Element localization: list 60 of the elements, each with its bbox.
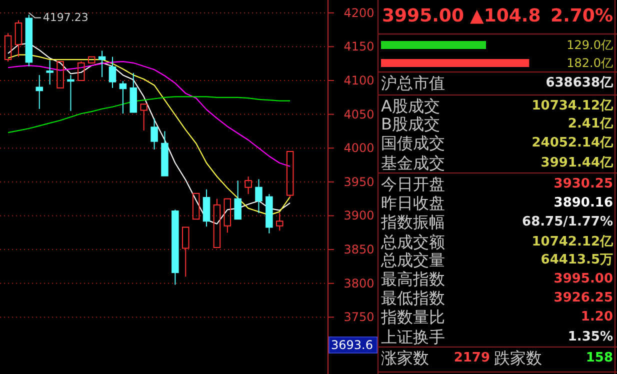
text: A股成交 xyxy=(381,96,440,116)
candlestick xyxy=(46,60,54,86)
text: 沪总市值 xyxy=(381,74,445,92)
text: 2179 xyxy=(454,350,490,366)
text: 1.20 xyxy=(580,310,613,324)
y-tick-label: 3750 xyxy=(344,310,374,324)
text: 68.75/1.77% xyxy=(522,214,613,230)
annotation: 4197.23 xyxy=(42,11,88,24)
text: 10742.12亿 xyxy=(532,234,614,250)
text: 10734.12亿 xyxy=(532,98,614,114)
text: 3890.16 xyxy=(554,196,613,210)
text: 昨日收盘 xyxy=(381,194,445,212)
y-tick-label: 4100 xyxy=(344,73,374,88)
candlestick xyxy=(98,50,106,78)
candlestick xyxy=(150,118,158,150)
text: 158 xyxy=(586,350,613,366)
y-tick-label: 4150 xyxy=(344,40,374,54)
y-tick-label: 3850 xyxy=(344,242,374,257)
text: 638638亿 xyxy=(546,76,614,90)
text: 涨家数 xyxy=(381,348,429,368)
y-tick-label: 4050 xyxy=(344,107,374,122)
text: 3930.25 xyxy=(554,176,613,192)
text: 指数振幅 xyxy=(380,212,445,232)
text: 总成交额 xyxy=(380,232,445,252)
text: 最低指数 xyxy=(381,288,445,308)
text: 总成交量 xyxy=(380,250,445,270)
y-tick-label: 3950 xyxy=(344,174,374,189)
text: 3693.6 xyxy=(331,338,373,352)
line-series xyxy=(7,96,291,134)
y-tick-label: 3900 xyxy=(344,208,374,223)
text: 上证换手 xyxy=(381,328,445,346)
text: 国债成交 xyxy=(381,134,445,152)
text: 2.41亿 xyxy=(568,116,614,132)
candlestick xyxy=(36,74,44,110)
text: 1.35% xyxy=(568,330,613,344)
text: 跌家数 xyxy=(494,348,542,368)
data-label: 182.0亿 xyxy=(566,56,613,70)
text: 今日开盘 xyxy=(381,174,445,194)
y-tick-label: 4200 xyxy=(344,6,374,20)
text: 3991.44亿 xyxy=(540,156,614,170)
candlestick xyxy=(119,80,127,114)
data-label: 129.0亿 xyxy=(566,38,613,52)
text: 最高指数 xyxy=(381,270,445,288)
candlestick xyxy=(202,188,210,228)
y-tick-label: 3800 xyxy=(344,276,374,290)
text: 24052.14亿 xyxy=(532,136,614,150)
y-tick-label: 4000 xyxy=(344,141,374,156)
candlestick xyxy=(67,74,74,112)
text: B股成交 xyxy=(381,114,440,134)
text: 64413.5万 xyxy=(540,252,613,268)
candlestick xyxy=(108,56,116,88)
text: 指数量比 xyxy=(380,308,445,326)
chart-title: 3995.00 ▲104.8 2.70% xyxy=(382,6,613,26)
text: 基金成交 xyxy=(381,154,445,172)
candlestick xyxy=(255,178,262,214)
text: 3995.00 xyxy=(554,272,613,286)
line-series xyxy=(7,60,291,167)
candlestick xyxy=(266,194,273,234)
candlestick xyxy=(25,14,33,67)
text: 3926.25 xyxy=(554,290,613,306)
